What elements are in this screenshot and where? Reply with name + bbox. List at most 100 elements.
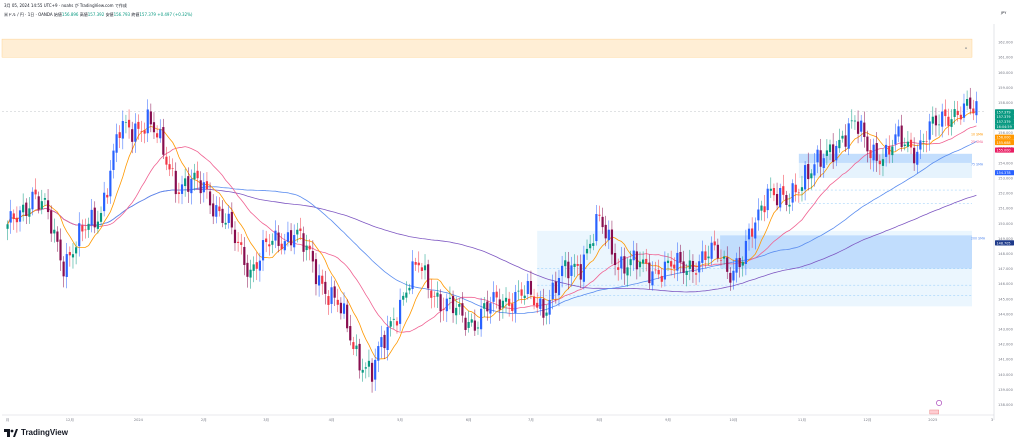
- candle-body: [318, 275, 321, 286]
- candle-body: [355, 345, 358, 350]
- candle-body: [810, 173, 813, 179]
- candle-body: [592, 243, 595, 246]
- candle-body: [573, 263, 576, 267]
- candle-body: [389, 321, 392, 327]
- candle-body: [872, 144, 875, 161]
- candle-body: [265, 238, 268, 243]
- candle-body: [221, 208, 224, 223]
- price-tick-label: 143.000: [998, 327, 1014, 331]
- candle-body: [813, 164, 816, 176]
- candle-body: [847, 123, 850, 149]
- candle-body: [878, 160, 881, 165]
- price-badge: [995, 124, 1014, 130]
- candle-body: [626, 267, 629, 276]
- price-badge: [995, 139, 1014, 146]
- candle-body: [237, 241, 240, 243]
- ma-value-label: 200 SMA: [971, 237, 986, 241]
- candle-body: [480, 308, 483, 330]
- candle-body: [570, 265, 573, 276]
- candle-body: [455, 307, 458, 316]
- candle-body: [707, 256, 710, 259]
- candle-body: [785, 195, 788, 205]
- candle-body: [654, 269, 657, 271]
- candle-body: [392, 318, 395, 320]
- candle-body: [922, 141, 925, 142]
- candle-body: [766, 188, 769, 211]
- candle-body: [495, 291, 498, 298]
- candle-body: [296, 229, 299, 235]
- candle-body: [947, 116, 950, 126]
- candle-body: [769, 188, 772, 191]
- candle-body: [511, 303, 514, 312]
- candle-body: [411, 261, 414, 290]
- candle-body: [853, 120, 857, 122]
- candle-body: [903, 144, 906, 147]
- candle-body: [520, 289, 523, 296]
- price-badge: [995, 147, 1014, 153]
- candle-body: [956, 110, 959, 115]
- candle-body: [321, 275, 324, 284]
- candle-body: [165, 156, 168, 165]
- price-badge-label: 155.000: [997, 148, 1011, 152]
- price-badge-label: 156.000: [997, 136, 1011, 140]
- candle-body: [56, 231, 59, 242]
- price-badge: [995, 119, 1014, 125]
- candle-body: [433, 295, 436, 297]
- candle-body: [255, 262, 258, 269]
- candle-body: [277, 232, 280, 246]
- time-tick-label: 2025: [928, 418, 937, 422]
- price-badge-label: 148.705: [997, 241, 1011, 245]
- price-tick-label: 147.000: [998, 267, 1014, 271]
- candle-body: [885, 144, 888, 157]
- candle-body: [34, 189, 37, 195]
- candle-body: [782, 186, 785, 195]
- candle-body: [638, 261, 642, 268]
- candle-body: [364, 367, 367, 369]
- price-tick-label: 159.000: [998, 86, 1014, 90]
- candle-body: [629, 259, 632, 266]
- candle-body: [741, 261, 744, 266]
- price-chart[interactable]: 162.000161.000160.000159.000158.000157.0…: [0, 0, 1024, 424]
- candle-body: [719, 260, 723, 262]
- price-tick-label: 154.000: [998, 161, 1014, 165]
- candle-body: [399, 299, 402, 324]
- candle-body: [115, 134, 118, 153]
- high-value: 157.392: [87, 12, 105, 17]
- candle-body: [828, 144, 832, 153]
- chart-footer: TradingView: [0, 424, 1024, 443]
- change-value: +0.497 (+0.32%): [157, 12, 193, 17]
- candles: [6, 87, 978, 393]
- tradingview-logo[interactable]: TradingView: [4, 428, 68, 437]
- candle-body: [751, 228, 754, 237]
- candle-body: [65, 254, 68, 277]
- candle-body: [436, 292, 439, 297]
- candle-body: [613, 252, 617, 266]
- open-value: 156.896: [61, 12, 79, 17]
- candle-body: [953, 109, 956, 117]
- candle-body: [794, 184, 797, 193]
- price-badge-label: 16:04:59: [997, 125, 1012, 129]
- symbol-label[interactable]: 米ドル / 円 · 1日 · OANDA: [4, 12, 53, 17]
- candle-body: [124, 122, 128, 123]
- candle-body: [779, 188, 782, 208]
- candle-body: [888, 146, 891, 155]
- candle-body: [43, 198, 47, 200]
- candle-body: [174, 170, 177, 195]
- candle-body: [71, 254, 75, 258]
- price-tick-label: 149.000: [998, 237, 1014, 241]
- close-value: 157.379: [139, 12, 156, 17]
- time-tick-label: 3月: [263, 417, 269, 422]
- candle-body: [607, 229, 610, 241]
- time-tick-label: 2024: [134, 418, 144, 422]
- candle-body: [177, 192, 180, 194]
- candle-body: [944, 109, 947, 117]
- support-zone: [720, 235, 972, 269]
- candle-body: [37, 196, 40, 210]
- candle-body: [327, 296, 330, 305]
- candle-body: [212, 203, 215, 217]
- candle-body: [99, 212, 103, 222]
- ma-short-line: [7, 111, 977, 360]
- candle-body: [448, 297, 452, 299]
- time-tick-label: 5月: [397, 417, 403, 422]
- candle-body: [589, 243, 592, 249]
